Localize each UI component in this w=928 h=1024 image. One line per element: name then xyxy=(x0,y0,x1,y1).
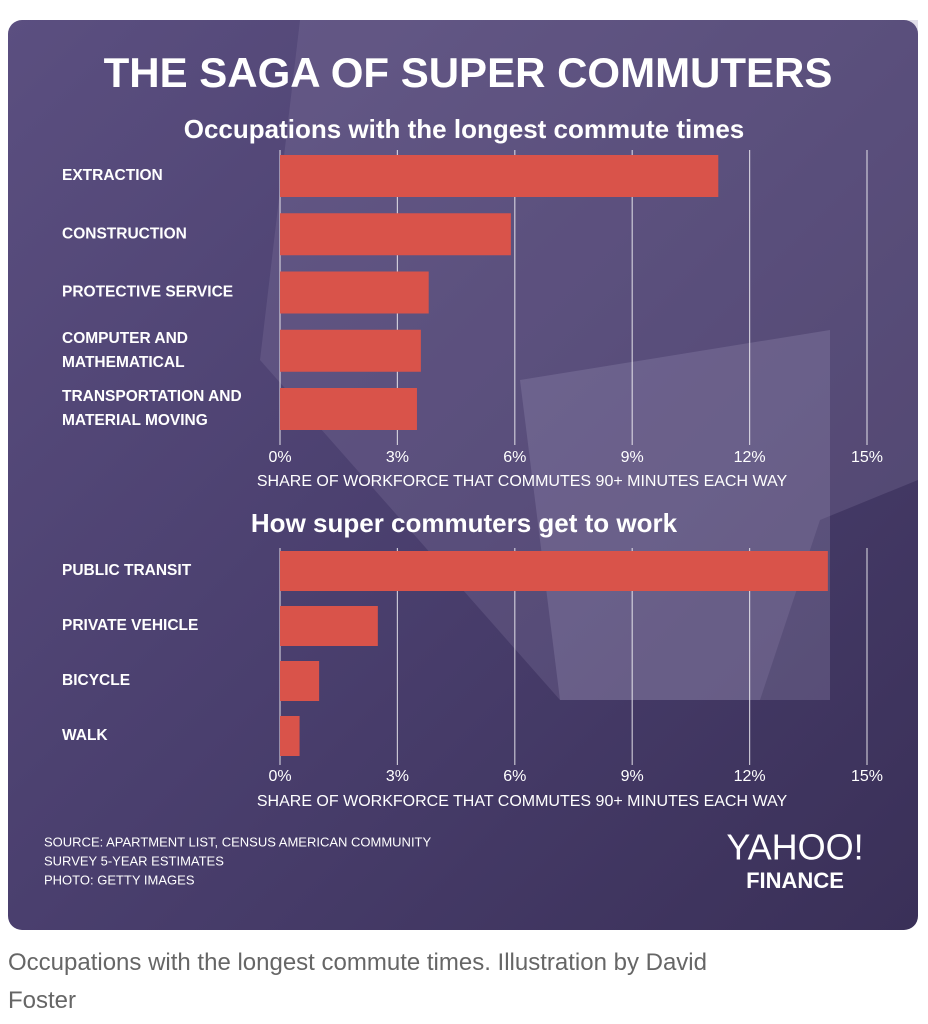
source-line: SOURCE: APARTMENT LIST, CENSUS AMERICAN … xyxy=(44,834,431,849)
main-title: THE SAGA OF SUPER COMMUTERS xyxy=(104,49,833,96)
x-tick-label: 0% xyxy=(268,768,291,785)
x-tick-label: 15% xyxy=(851,449,883,466)
category-label: EXTRACTION xyxy=(62,167,163,184)
logo-finance: FINANCE xyxy=(746,868,844,893)
x-tick-label: 12% xyxy=(734,768,766,785)
train-front xyxy=(520,330,830,700)
caption: Occupations with the longest commute tim… xyxy=(8,949,714,1014)
category-label: TRANSPORTATION AND MATERIAL MOVING xyxy=(62,388,246,429)
bar xyxy=(280,388,417,430)
chart-subtitle: How super commuters get to work xyxy=(251,508,678,538)
background xyxy=(8,20,918,930)
bar xyxy=(280,329,421,372)
bar xyxy=(280,716,300,756)
x-tick-label: 0% xyxy=(268,449,291,466)
x-tick-label: 6% xyxy=(503,449,526,466)
bar xyxy=(280,551,828,591)
chart-subtitle: Occupations with the longest commute tim… xyxy=(184,114,745,144)
category-label: PUBLIC TRANSIT xyxy=(62,562,192,579)
x-tick-label: 3% xyxy=(386,449,409,466)
bar xyxy=(280,661,320,701)
x-tick-label: 12% xyxy=(734,449,766,466)
category-label: PRIVATE VEHICLE xyxy=(62,617,198,634)
x-tick-label: 6% xyxy=(503,768,526,785)
source-line: PHOTO: GETTY IMAGES xyxy=(44,872,195,887)
x-axis-label: SHARE OF WORKFORCE THAT COMMUTES 90+ MIN… xyxy=(257,473,788,490)
category-label: COMPUTER AND MATHEMATICAL xyxy=(62,330,192,371)
category-label: BICYCLE xyxy=(62,672,130,689)
category-label: WALK xyxy=(62,727,108,744)
x-tick-label: 9% xyxy=(621,449,644,466)
category-label: PROTECTIVE SERVICE xyxy=(62,284,233,301)
x-tick-label: 3% xyxy=(386,768,409,785)
source-line: SURVEY 5-YEAR ESTIMATES xyxy=(44,853,224,868)
logo-yahoo: YAHOO! xyxy=(726,827,863,868)
bar xyxy=(280,213,511,256)
category-label: CONSTRUCTION xyxy=(62,225,187,242)
bar xyxy=(280,155,719,197)
bar xyxy=(280,271,429,314)
x-tick-label: 15% xyxy=(851,768,883,785)
bar xyxy=(280,606,378,646)
x-axis-label: SHARE OF WORKFORCE THAT COMMUTES 90+ MIN… xyxy=(257,793,788,810)
x-tick-label: 9% xyxy=(621,768,644,785)
